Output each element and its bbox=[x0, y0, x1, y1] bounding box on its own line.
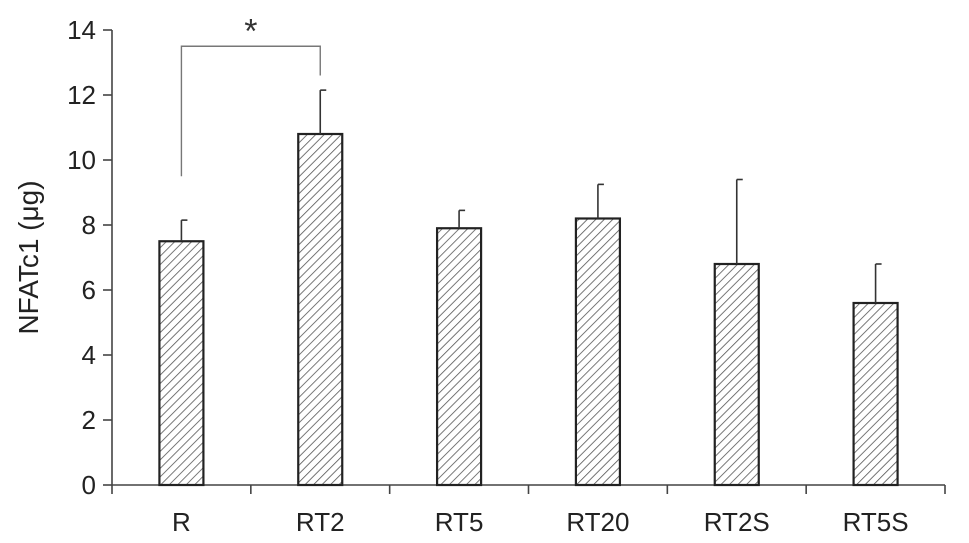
x-tick-label: R bbox=[172, 507, 191, 537]
y-axis: 0 2 4 6 8 10 12 14 bbox=[67, 15, 113, 500]
significance-bracket: * bbox=[180, 12, 321, 177]
bar bbox=[852, 301, 899, 487]
bar bbox=[713, 262, 760, 487]
x-axis: R RT2 RT5 RT20 RT2S RT5S bbox=[111, 484, 946, 537]
x-tick-label: RT5 bbox=[435, 507, 484, 537]
x-tick-label: RT2S bbox=[704, 507, 770, 537]
significance-label: * bbox=[244, 12, 257, 50]
bar bbox=[574, 217, 622, 487]
x-tick-label: RT2 bbox=[296, 507, 345, 537]
y-tick-label: 8 bbox=[82, 210, 96, 240]
bar bbox=[297, 132, 344, 487]
bar bbox=[435, 227, 483, 487]
y-tick-label: 12 bbox=[67, 80, 96, 110]
y-tick-label: 2 bbox=[82, 405, 96, 435]
y-tick-label: 10 bbox=[67, 145, 96, 175]
y-axis-title: NFATc1 (μg) bbox=[13, 180, 44, 334]
y-tick-label: 0 bbox=[82, 470, 96, 500]
y-tick-label: 14 bbox=[67, 15, 96, 45]
bar bbox=[158, 240, 205, 487]
y-tick-label: 4 bbox=[82, 340, 96, 370]
x-tick-label: RT20 bbox=[566, 507, 629, 537]
significance-line bbox=[180, 45, 321, 177]
bars bbox=[158, 89, 899, 487]
x-tick-label: RT5S bbox=[843, 507, 909, 537]
y-tick-label: 6 bbox=[82, 275, 96, 305]
